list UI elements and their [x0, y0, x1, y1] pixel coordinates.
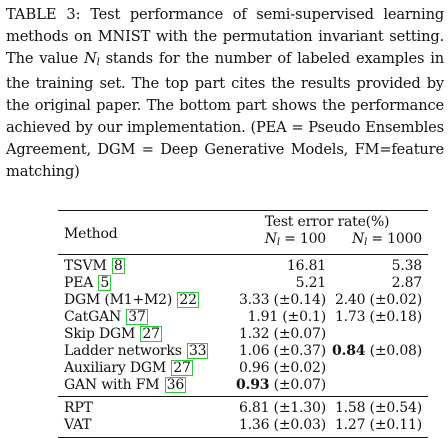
method-cell: PEA 5 [58, 275, 226, 292]
table-row: PEA 5 5.21 2.87 [58, 275, 428, 292]
paper-page: TABLE 3: Test performance of semi-superv… [6, 4, 444, 438]
results-table: Method Test error rate(%) Nl = 100 Nl = … [58, 210, 428, 438]
table-row: GAN with FM 36 0.93 (±0.07) [58, 377, 428, 397]
error-100-cell: 0.93 (±0.07) [226, 377, 326, 397]
method-name: Ladder networks [64, 343, 182, 359]
error-1000-cell: 2.87 [391, 275, 423, 291]
caption-text-2: stands for the number of labeled example… [6, 49, 444, 180]
table-row: Skip DGM 27 1.32 (±0.07) [58, 326, 428, 343]
error-100-cell: 1.91 (±0.1) [247, 309, 327, 325]
citation-link[interactable]: 5 [98, 275, 112, 291]
error-100-cell-best: 0.93 [236, 377, 270, 393]
method-cell: GAN with FM 36 [58, 377, 226, 397]
error-1000-cell-best: 0.84 [332, 343, 366, 359]
citation-link[interactable]: 37 [126, 309, 148, 325]
error-100-cell: 1.06 (±0.37) [238, 343, 326, 359]
table-row: RPT 6.81 (±1.30) 1.58 (±0.54) [58, 396, 428, 418]
caption-text-1: Test performance of semi-supervised lear… [6, 6, 445, 67]
caption-symbol: Nl [84, 49, 100, 68]
error-1000-cell: 2.40 (±0.02) [334, 292, 422, 308]
error-100-cell-rest: (±0.07) [269, 377, 327, 393]
error-100-cell: 1.32 (±0.07) [238, 326, 326, 342]
header-col-b: Nl = 1000 [352, 231, 422, 248]
citation-link[interactable]: 33 [186, 343, 209, 359]
method-cell: DGM (M1+M2) 22 [58, 292, 226, 309]
header-method: Method [64, 225, 118, 242]
header-row-1: Method Test error rate(%) [58, 210, 428, 242]
error-100-cell: 16.81 [286, 258, 326, 274]
header-col-a: Nl = 100 [264, 231, 326, 248]
error-1000-cell [326, 360, 428, 377]
method-cell: TSVM 8 [58, 255, 226, 276]
error-100-cell: 5.21 [295, 275, 327, 291]
error-1000-cell: 1.58 (±0.54) [334, 400, 422, 416]
table-row: Auxiliary DGM 27 0.96 (±0.02) [58, 360, 428, 377]
error-1000-cell [326, 377, 428, 397]
caption-label: TABLE 3: [6, 6, 81, 23]
method-cell: Ladder networks 33 [58, 343, 226, 360]
error-100-cell: 1.36 (±0.03) [238, 417, 326, 433]
citation-link[interactable]: 36 [164, 377, 187, 393]
method-name: Auxiliary DGM [64, 360, 166, 376]
error-1000-cell: 0.84 (±0.08) [326, 343, 428, 360]
method-name: Skip DGM [64, 326, 136, 342]
error-100-cell: 6.81 (±1.30) [238, 400, 326, 416]
table-row: Ladder networks 33 1.06 (±0.37) 0.84 (±0.0… [58, 343, 428, 360]
method-name: PEA [64, 275, 94, 291]
method-name: GAN with FM [64, 377, 160, 393]
error-100-cell: 0.96 (±0.02) [238, 360, 326, 376]
error-100-cell: 3.33 (±0.14) [238, 292, 326, 308]
method-name: TSVM [64, 258, 107, 274]
citation-link[interactable]: 22 [177, 292, 199, 308]
header-row-2: Nl = 100 Nl = 1000 [58, 231, 428, 255]
error-1000-cell: 1.27 (±0.11) [334, 417, 422, 433]
citation-link[interactable]: 27 [140, 326, 162, 342]
method-name: DGM (M1+M2) [64, 292, 173, 308]
error-1000-cell [326, 326, 428, 343]
method-name: VAT [64, 417, 92, 433]
table-caption: TABLE 3: Test performance of semi-superv… [6, 4, 444, 182]
error-1000-cell-rest: (±0.08) [365, 343, 423, 359]
header-group: Test error rate(%) [264, 214, 390, 230]
table-row: VAT 1.36 (±0.03) 1.27 (±0.11) [58, 417, 428, 438]
table-row: CatGAN 37 1.91 (±0.1) 1.73 (±0.18) [58, 309, 428, 326]
table-row: TSVM 8 16.81 5.38 [58, 254, 428, 276]
citation-link[interactable]: 8 [111, 258, 125, 274]
method-cell: Skip DGM 27 [58, 326, 226, 343]
citation-link[interactable]: 27 [171, 360, 193, 376]
table-row: DGM (M1+M2) 22 3.33 (±0.14) 2.40 (±0.02) [58, 292, 428, 309]
error-1000-cell: 5.38 [391, 258, 423, 274]
method-name: RPT [64, 400, 93, 416]
method-cell: CatGAN 37 [58, 309, 226, 326]
method-cell: Auxiliary DGM 27 [58, 360, 226, 377]
error-1000-cell: 1.73 (±0.18) [334, 309, 422, 325]
method-name: CatGAN [64, 309, 122, 325]
